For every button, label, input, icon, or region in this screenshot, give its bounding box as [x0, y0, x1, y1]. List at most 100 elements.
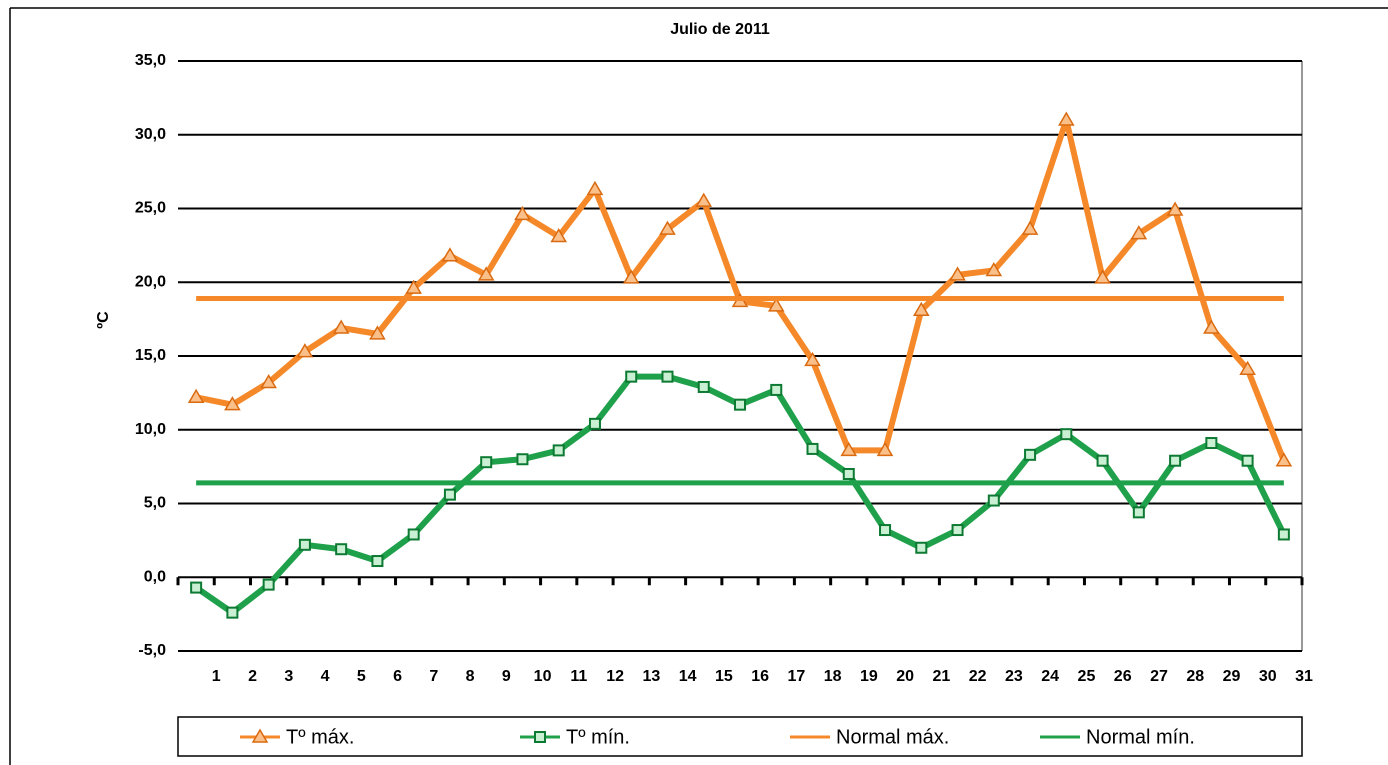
point-marker — [443, 488, 456, 501]
x-tick-label: 11 — [570, 668, 587, 685]
y-tick-label: 15,0 — [135, 347, 166, 364]
x-tick-label: 26 — [1114, 668, 1132, 685]
x-tick-label: 28 — [1186, 668, 1204, 685]
point-marker — [804, 351, 821, 367]
point-marker — [697, 380, 710, 393]
x-tick-label: 21 — [933, 668, 951, 685]
x-tick-label: 2 — [248, 668, 257, 685]
x-tick-label: 20 — [896, 668, 914, 685]
x-tick-label: 30 — [1259, 668, 1277, 685]
x-tick-label: 1 — [212, 668, 221, 685]
y-tick-label: 25,0 — [135, 200, 166, 217]
x-tick-label: 23 — [1005, 668, 1023, 685]
x-tick-label: 12 — [606, 668, 624, 685]
legend-marker — [251, 728, 269, 743]
legend-label: Tº máx. — [286, 726, 354, 748]
point-marker — [840, 441, 858, 457]
x-tick-label: 16 — [751, 668, 769, 685]
y-tick-label: 5,0 — [144, 495, 166, 512]
x-tick-label: 7 — [429, 668, 438, 685]
x-tick-label: 6 — [393, 668, 402, 685]
point-marker — [1058, 111, 1075, 126]
point-marker — [260, 374, 277, 389]
x-tick-label: 5 — [357, 668, 366, 685]
x-tick-label: 9 — [502, 668, 511, 685]
x-tick-label: 4 — [321, 668, 330, 685]
point-marker — [1021, 220, 1039, 235]
point-marker — [550, 228, 568, 243]
point-marker — [187, 388, 205, 404]
point-marker — [951, 524, 964, 537]
point-marker — [262, 578, 275, 591]
x-tick-label: 10 — [534, 668, 552, 685]
chart-title: Julio de 2011 — [670, 21, 770, 38]
point-marker — [876, 441, 894, 457]
x-tick-label: 19 — [860, 668, 878, 685]
y-tick-label: 35,0 — [135, 52, 166, 69]
point-marker — [1241, 454, 1254, 467]
x-tick-label: 25 — [1078, 668, 1096, 685]
x-tick-label: 27 — [1150, 668, 1168, 685]
point-marker — [912, 301, 930, 317]
point-marker — [806, 442, 819, 455]
x-tick-label: 24 — [1041, 668, 1059, 685]
point-marker — [1166, 201, 1184, 216]
y-tick-label: 10,0 — [135, 421, 166, 438]
y-axis-label: ºC — [95, 311, 112, 329]
point-marker — [588, 417, 601, 430]
point-marker — [514, 205, 531, 221]
point-marker — [226, 606, 239, 619]
point-marker — [949, 266, 966, 281]
point-marker — [1024, 448, 1037, 461]
legend-label: Normal mín. — [1086, 726, 1195, 748]
x-tick-label: 22 — [969, 668, 987, 685]
x-tick-label: 3 — [284, 668, 293, 685]
point-marker — [1094, 269, 1111, 284]
x-tick-label: 18 — [824, 668, 842, 685]
point-marker — [659, 220, 676, 235]
point-marker — [477, 266, 495, 281]
point-marker — [987, 494, 1000, 507]
point-marker — [1060, 428, 1073, 441]
y-tick-label: 30,0 — [135, 126, 166, 143]
point-marker — [480, 456, 493, 469]
point-marker — [1096, 454, 1109, 467]
point-marker — [190, 581, 203, 594]
point-marker — [1203, 319, 1220, 334]
point-marker — [695, 192, 713, 207]
point-marker — [1239, 360, 1256, 376]
point-marker — [441, 247, 459, 262]
x-tick-label: 13 — [642, 668, 660, 685]
legend-marker — [534, 731, 546, 743]
point-marker — [1205, 437, 1218, 450]
point-marker — [405, 279, 422, 294]
legend — [177, 716, 1303, 757]
point-marker — [734, 398, 746, 411]
y-tick-label: -5,0 — [138, 642, 166, 659]
point-marker — [298, 538, 311, 551]
point-marker — [369, 325, 386, 340]
point-marker — [1130, 225, 1148, 240]
x-tick-label: 8 — [466, 668, 475, 685]
point-marker — [767, 297, 785, 312]
point-marker — [335, 543, 348, 556]
legend-label: Normal máx. — [836, 726, 949, 748]
point-marker — [371, 555, 384, 568]
point-marker — [332, 319, 350, 334]
x-tick-label: 15 — [715, 668, 733, 685]
point-marker — [770, 383, 783, 396]
point-marker — [1275, 452, 1293, 467]
y-tick-label: 20,0 — [135, 273, 166, 290]
x-tick-label: 31 — [1295, 668, 1313, 685]
point-marker — [879, 524, 892, 537]
legend-label: Tº mín. — [566, 726, 630, 748]
point-marker — [407, 528, 420, 541]
point-marker — [622, 269, 640, 284]
point-marker — [552, 444, 565, 457]
point-marker — [586, 180, 604, 196]
x-tick-label: 29 — [1223, 668, 1241, 685]
point-marker — [842, 468, 855, 480]
x-tick-label: 17 — [787, 668, 805, 685]
point-marker — [625, 370, 638, 383]
point-marker — [985, 261, 1003, 277]
